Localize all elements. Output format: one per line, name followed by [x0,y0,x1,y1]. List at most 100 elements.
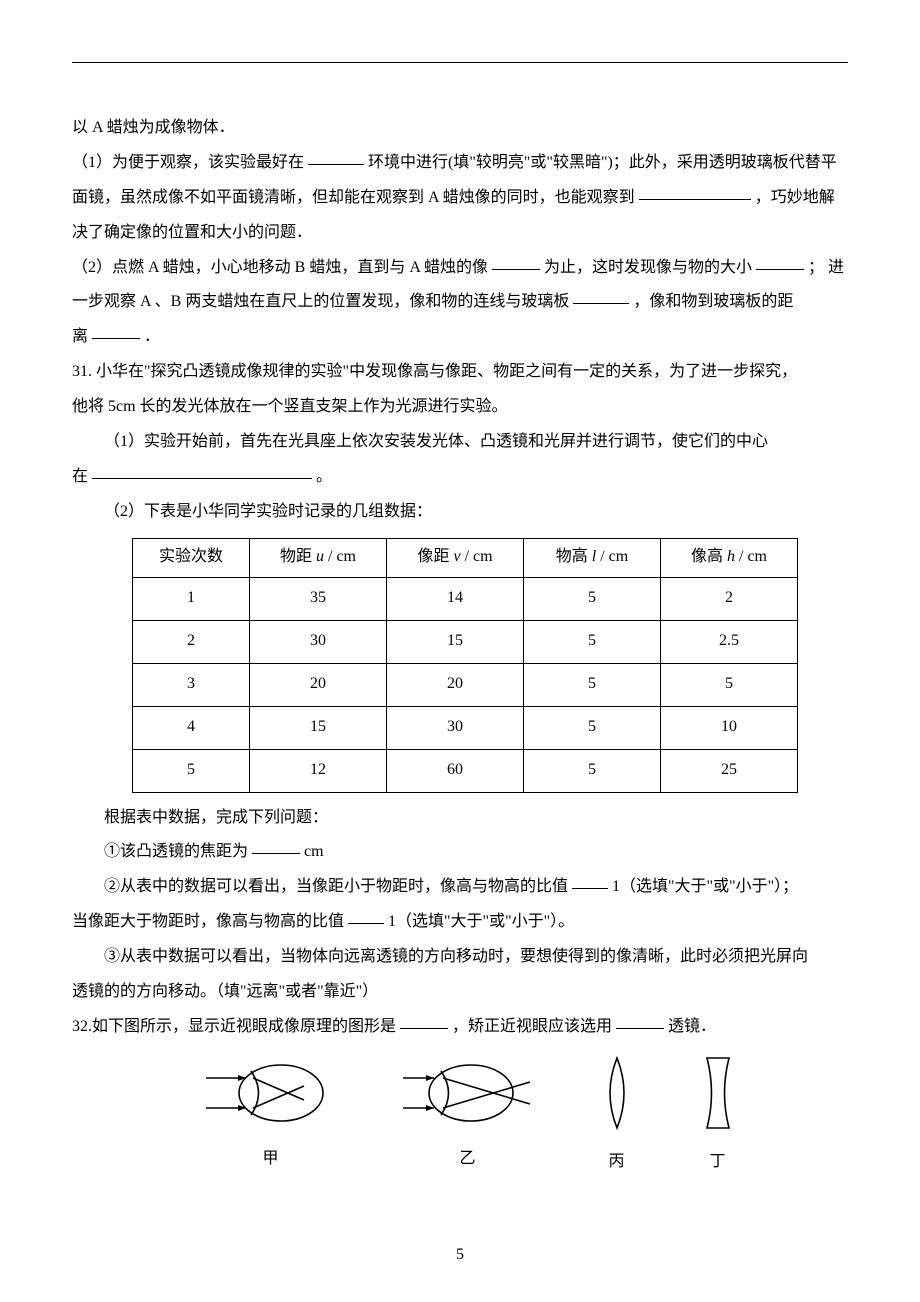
table-cell: 5 [524,620,661,663]
table-header-cell: 实验次数 [133,538,250,577]
t: 一步观察 A 、B 两支蜡烛在直尺上的位置发现，像和物的连线与玻璃板 [72,293,569,310]
blank-q2d [92,322,140,339]
table-cell: 5 [524,577,661,620]
table-cell: 14 [387,577,524,620]
blank-q31-2a [252,837,300,854]
t: 32.如下图所示，显示近视眼成像原理的图形是 [72,1018,396,1035]
blank-q1b [639,183,751,200]
figure-row: 甲 乙 [72,1055,848,1180]
table-cell: 10 [661,706,798,749]
q30-part2-line1: （2）点燃 A 蜡烛，小心地移动 B 蜡烛，直到与 A 蜡烛的像 为止，这时发现… [72,251,848,286]
table-header-cell: 物距 u / cm [250,538,387,577]
table-row: 51260525 [133,749,798,792]
table-cell: 2 [133,620,250,663]
figure-label: 丁 [709,1145,725,1180]
figure-ding: 丁 [701,1055,735,1180]
table-cell: 5 [524,749,661,792]
t: 1（选填"大于"或"小于"）； [612,878,798,895]
figure-bing: 丙 [600,1055,634,1180]
table-cell: 2 [661,577,798,620]
after-table: 根据表中数据，完成下列问题： [72,801,848,836]
blank-q2a [492,253,540,270]
t: ； 进 [808,259,844,276]
table-cell: 15 [387,620,524,663]
q31-part2-intro: （2）下表是小华同学实验时记录的几组数据： [72,495,848,530]
q30-part1-line2: 面镜，虽然成像不如平面镜清晰，但却能在观察到 A 蜡烛像的同时，也能观察到 ，巧… [72,181,848,216]
figure-label: 丙 [608,1145,624,1180]
table-row: 2301552.5 [133,620,798,663]
q30-part2-line2: 一步观察 A 、B 两支蜡烛在直尺上的位置发现，像和物的连线与玻璃板 ，像和物到… [72,285,848,320]
blank-q31-2b-i [572,872,608,889]
eye-diagram-yi-icon [403,1058,533,1128]
table-cell: 60 [387,749,524,792]
t: ②从表中的数据可以看出，当像距小于物距时，像高与物高的比值 [104,878,568,895]
t: cm [304,843,324,860]
q31-sub2-l1: ②从表中的数据可以看出，当像距小于物距时，像高与物高的比值 1（选填"大于"或"… [72,870,848,905]
table-cell: 15 [250,706,387,749]
q31-intro-l2: 他将 5cm 长的发光体放在一个竖直支架上作为光源进行实验。 [72,390,848,425]
top-rule [72,62,848,63]
q30-part1-line1: （1）为便于观察，该实验最好在 环境中进行(填"较明亮"或"较黑暗")；此外，采… [72,146,848,181]
table-cell: 35 [250,577,387,620]
page-number: 5 [0,1246,920,1264]
t: 离 [72,328,88,345]
t: （1）为便于观察，该实验最好在 [72,154,304,171]
t: 在 [72,468,88,485]
blank-q31-1 [92,462,312,479]
t: 。 [316,468,332,485]
q31-part1-l1: （1）实验开始前，首先在光具座上依次安装发光体、凸透镜和光屏并进行调节，使它们的… [72,425,848,460]
table-header-cell: 像高 h / cm [661,538,798,577]
t: 面镜，虽然成像不如平面镜清晰，但却能在观察到 A 蜡烛像的同时，也能观察到 [72,189,635,206]
table-cell: 20 [250,663,387,706]
q31-sub3-l1: ③从表中数据可以看出，当物体向远离透镜的方向移动时，要想使得到的像清晰，此时必须… [72,940,848,975]
t: 为止，这时发现像与物的大小 [544,259,752,276]
t: 环境中进行(填"较明亮"或"较黑暗")；此外，采用透明玻璃板代替平 [368,154,837,171]
t: ，矫正近视眼应该选用 [452,1018,612,1035]
table-header-cell: 物高 l / cm [524,538,661,577]
table-cell: 5 [661,663,798,706]
t: 透镜． [668,1018,716,1035]
table-cell: 30 [387,706,524,749]
t: ． [144,328,160,345]
table-cell: 4 [133,706,250,749]
table-body: 13514522301552.532020554153051051260525 [133,577,798,792]
q30-part2-line3: 离 ． [72,320,848,355]
content: 以 A 蜡烛为成像物体． （1）为便于观察，该实验最好在 环境中进行(填"较明亮… [72,111,848,1180]
table-cell: 2.5 [661,620,798,663]
table-cell: 1 [133,577,250,620]
table-row: 3202055 [133,663,798,706]
table-cell: 5 [524,706,661,749]
q30-part1-line3: 决了确定像的位置和大小的问题． [72,216,848,251]
blank-q32b [616,1012,664,1029]
blank-q32a [400,1012,448,1029]
table-row: 41530510 [133,706,798,749]
table-cell: 12 [250,749,387,792]
t: （2）点燃 A 蜡烛，小心地移动 B 蜡烛，直到与 A 蜡烛的像 [72,259,488,276]
table-cell: 5 [524,663,661,706]
line-prev-continued: 以 A 蜡烛为成像物体． [72,111,848,146]
table-cell: 20 [387,663,524,706]
concave-lens-icon [701,1055,735,1131]
figure-jia: 甲 [206,1058,336,1177]
table-header-cell: 像距 v / cm [387,538,524,577]
q32-line: 32.如下图所示，显示近视眼成像原理的图形是 ，矫正近视眼应该选用 透镜． [72,1010,848,1045]
t: ，像和物到玻璃板的距 [633,293,793,310]
q31-sub2-l2: 当像距大于物距时，像高与物高的比值 1（选填"大于"或"小于"）。 [72,905,848,940]
table-cell: 5 [133,749,250,792]
t: 1（选填"大于"或"小于"）。 [388,913,574,930]
table-cell: 3 [133,663,250,706]
t: ，巧妙地解 [755,189,835,206]
table-cell: 30 [250,620,387,663]
q31-sub3-l2: 透镜的的方向移动。（填"远离"或者"靠近"） [72,975,848,1010]
t: 当像距大于物距时，像高与物高的比值 [72,913,344,930]
figure-label: 甲 [262,1142,278,1177]
q31-part1-l2: 在 。 [72,460,848,495]
data-table: 实验次数物距 u / cm像距 v / cm物高 l / cm像高 h / cm… [132,538,798,793]
figure-yi: 乙 [403,1058,533,1177]
table-header-row: 实验次数物距 u / cm像距 v / cm物高 l / cm像高 h / cm [133,538,798,577]
figure-label: 乙 [459,1142,475,1177]
q31-sub1: ①该凸透镜的焦距为 cm [72,835,848,870]
blank-q2c [573,287,629,304]
table-cell: 25 [661,749,798,792]
blank-q31-2b-ii [348,907,384,924]
